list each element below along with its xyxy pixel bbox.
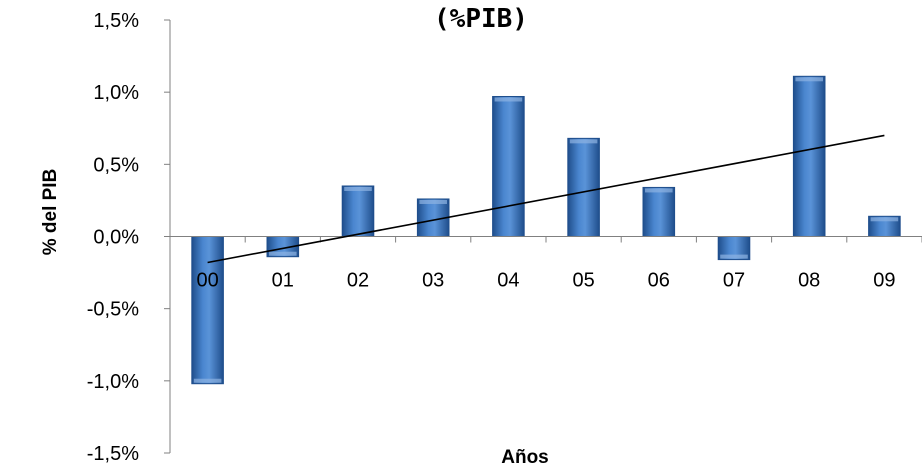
bar-06 [642, 186, 676, 237]
bar-highlight-09 [870, 217, 899, 222]
y-tick-label: 0,0% [93, 227, 139, 249]
x-tick-label: 01 [272, 270, 294, 292]
x-tick-label: 03 [422, 270, 444, 292]
bar-highlight-03 [419, 199, 447, 204]
x-axis-title: Años [501, 447, 549, 467]
bar-highlight-07 [720, 254, 748, 259]
bar-highlight-04 [494, 97, 523, 102]
x-tick-label: 00 [196, 270, 218, 292]
x-tick-label: 07 [723, 270, 745, 292]
x-tick-label: 08 [798, 270, 820, 292]
y-axis-title: % del PIB [40, 169, 61, 256]
chart-title: (%PIB) [434, 4, 528, 34]
y-tick-label: 1,0% [93, 82, 139, 104]
bar-05 [567, 137, 600, 237]
axes-group [164, 19, 922, 454]
bar-highlight-08 [795, 77, 823, 82]
bar-highlight-05 [569, 139, 598, 144]
y-tick-label: -0,5% [87, 299, 139, 321]
trendline [207, 134, 885, 264]
x-tick-label: 05 [572, 270, 594, 292]
x-tick-label: 09 [873, 270, 895, 292]
bar-highlight-02 [344, 186, 372, 191]
trendline-group [207, 134, 885, 264]
y-tick-label: 0,5% [93, 154, 139, 176]
x-tick-label: 02 [347, 270, 369, 292]
bar-00 [191, 236, 224, 385]
bar-highlight-00 [193, 378, 222, 383]
y-tick-label: 1,5% [93, 10, 139, 32]
x-tick-label: 04 [497, 270, 519, 292]
bar-08 [792, 75, 826, 238]
bar-highlight-06 [645, 188, 673, 193]
bars-group [191, 75, 901, 385]
bar-04 [492, 95, 525, 237]
labels-group: -1,5% -1,0% -0,5% 0,0% 0,5% 1,0% 1,5% 00 01 02 03 0… [87, 10, 896, 465]
y-tick-label: -1,0% [87, 371, 139, 393]
x-tick-label: 06 [648, 270, 670, 292]
bar-02 [341, 185, 375, 238]
y-tick-label: -1,5% [87, 443, 139, 465]
bar-highlight-01 [269, 251, 297, 256]
